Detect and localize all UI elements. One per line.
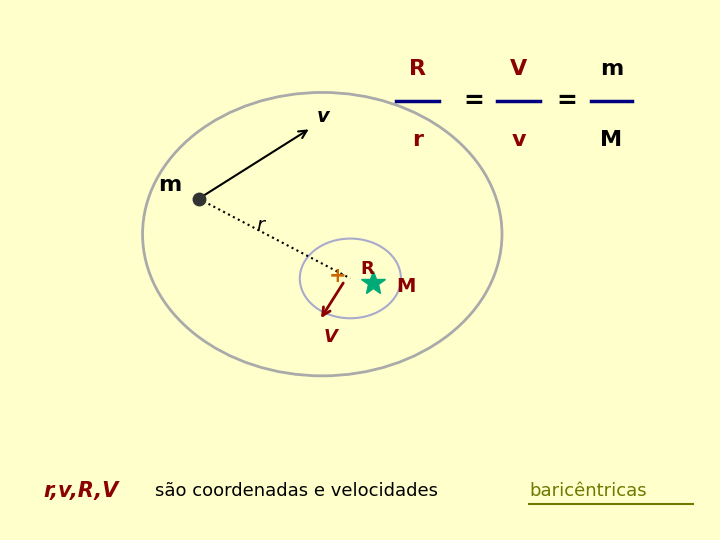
- Text: V: V: [510, 59, 528, 79]
- Text: M: M: [600, 130, 623, 150]
- Text: m: m: [600, 59, 623, 79]
- Text: M: M: [397, 277, 415, 296]
- Text: r: r: [413, 130, 423, 150]
- Text: m: m: [158, 176, 182, 195]
- Text: V: V: [324, 328, 338, 347]
- Text: v: v: [317, 107, 330, 126]
- Text: R: R: [409, 59, 426, 79]
- Text: r,v,R,V: r,v,R,V: [43, 481, 119, 501]
- Text: +: +: [329, 266, 347, 286]
- Text: =: =: [464, 89, 485, 113]
- Text: v: v: [512, 130, 526, 150]
- Text: R: R: [361, 260, 374, 278]
- Text: r: r: [256, 216, 264, 235]
- Text: são coordenadas e velocidades: são coordenadas e velocidades: [155, 482, 438, 500]
- Text: =: =: [556, 89, 577, 113]
- Text: baricêntricas: baricêntricas: [529, 482, 647, 500]
